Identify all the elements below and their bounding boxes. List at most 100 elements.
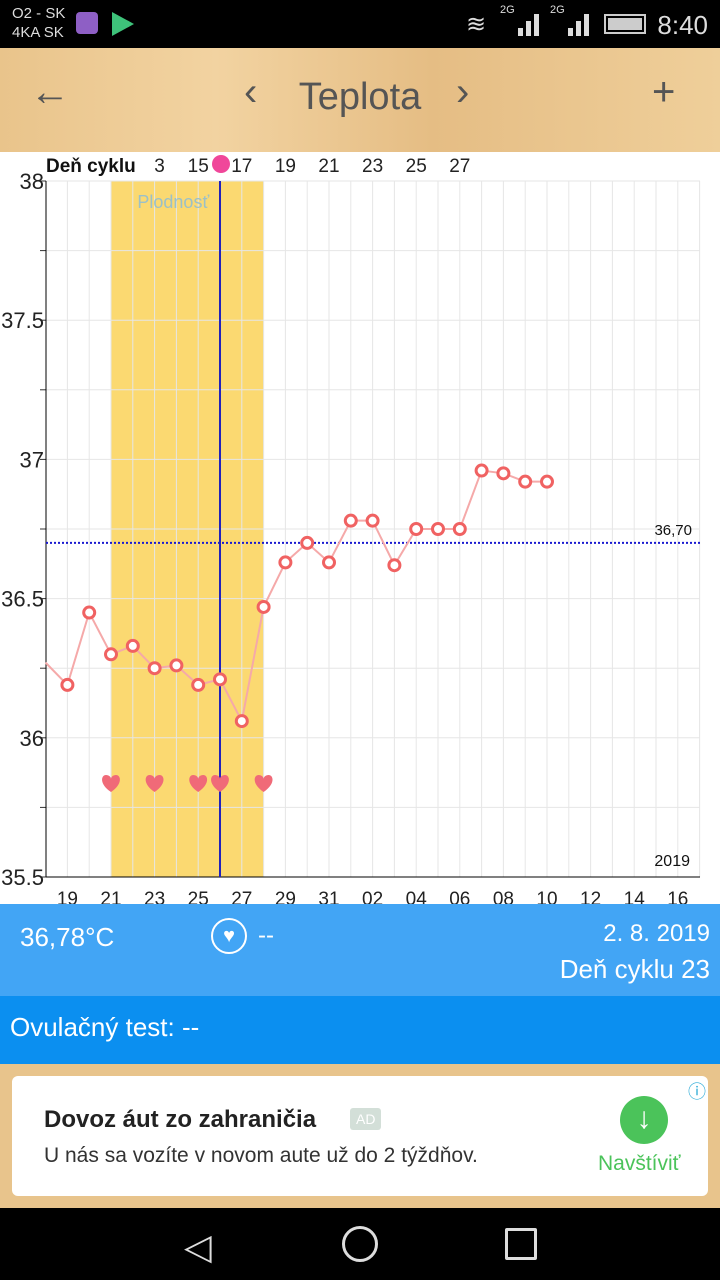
x-tick-label: 08 (493, 889, 514, 904)
heart-icon (189, 775, 208, 792)
ovulation-marker (212, 155, 230, 173)
temperature-point (147, 661, 162, 676)
heart-icon (102, 775, 120, 792)
play-store-icon (112, 12, 134, 36)
coverline-label: 36,70 (654, 522, 692, 539)
recents-icon[interactable] (505, 1228, 537, 1260)
x-tick-label: 06 (449, 889, 470, 904)
cycle-day-axis-label: Deň cyklu (46, 156, 136, 177)
temperature-point (409, 522, 424, 536)
x-tick-label: 16 (667, 889, 688, 904)
temperature-point (169, 658, 184, 673)
ad-title[interactable]: Dovoz áut zo zahraničia (44, 1106, 317, 1133)
temperature-point (256, 599, 271, 614)
page-title: Teplota (298, 76, 422, 118)
temperature-point (322, 555, 336, 570)
temperature-point (518, 474, 533, 489)
ad-text: U nás sa vozíte v novom aute už do 2 týž… (44, 1144, 478, 1167)
temperature-point (540, 474, 554, 489)
cycle-day-label: 23 (362, 156, 383, 177)
fertile-label: Plodnosť (137, 192, 209, 212)
temperature-value: 36,78°C (20, 922, 115, 952)
nav-bar: ◁ (0, 1208, 720, 1280)
y-tick-label: 36 (20, 726, 44, 751)
previous-button[interactable]: ‹ (244, 70, 258, 114)
back-nav-icon[interactable]: ◁ (184, 1226, 212, 1267)
year-label: 2019 (654, 853, 690, 870)
y-tick-label: 37 (20, 447, 44, 472)
x-tick-label: 04 (406, 889, 428, 904)
temperature-point (474, 463, 489, 478)
wifi-icon: ≋ (466, 11, 487, 38)
heart-value: -- (258, 922, 274, 949)
temperature-point (234, 714, 249, 729)
home-icon[interactable] (342, 1226, 378, 1262)
temperature-point (496, 466, 511, 481)
cycle-day-label: 15 (188, 156, 209, 177)
gallery-icon (76, 12, 98, 34)
add-button[interactable]: + (652, 70, 676, 114)
network-2: 2G (550, 4, 565, 16)
x-tick-label: 21 (100, 889, 121, 904)
x-tick-label: 29 (275, 889, 296, 904)
clock: 8:40 (657, 10, 708, 40)
cycle-day: Deň cyklu 23 (559, 954, 710, 984)
temperature-point (365, 513, 380, 528)
temperature-point (387, 558, 402, 573)
cycle-day-label: 27 (449, 156, 470, 177)
download-icon[interactable]: ↓ (620, 1096, 668, 1144)
cycle-day-label: 17 (231, 156, 252, 177)
x-tick-label: 31 (318, 889, 339, 904)
back-arrow-icon[interactable]: ← (30, 70, 70, 114)
cycle-day-label: 19 (275, 156, 296, 177)
heart-icon (211, 775, 229, 792)
cycle-day-label: 3 (154, 156, 165, 177)
carrier-1: O2 - SK (12, 5, 66, 22)
cycle-day-label: 21 (318, 156, 339, 177)
heart-icon (254, 775, 273, 792)
heart-icon (145, 775, 164, 792)
x-tick-label: 12 (580, 889, 601, 904)
x-tick-label: 19 (57, 889, 78, 904)
carrier-2: 4KA SK (12, 24, 64, 41)
x-tick-label: 14 (624, 889, 646, 904)
y-tick-label: 38 (20, 169, 44, 194)
ad-banner[interactable]: Dovoz áut zo zahraničia AD U nás sa vozí… (12, 1076, 708, 1196)
y-tick-label: 37.5 (1, 308, 44, 333)
adchoices-icon[interactable]: ⓘ (688, 1082, 706, 1102)
info-panel: 36,78°C ♥ -- 2. 8. 2019 Deň cyklu 23 (0, 904, 720, 996)
y-tick-label: 36.5 (1, 587, 44, 612)
temperature-point (191, 677, 206, 692)
x-tick-label: 02 (362, 889, 383, 904)
x-tick-label: 23 (144, 889, 165, 904)
next-button[interactable]: › (456, 70, 470, 114)
temperature-point (343, 513, 358, 528)
battery-icon (604, 14, 646, 34)
x-tick-label: 27 (231, 889, 252, 904)
temperature-point (300, 535, 315, 550)
temperature-chart[interactable]: Plodnosť 38 37.5 37 36.5 36 35.5 19 21 23 25 27 29 31… (0, 152, 720, 910)
carrier: O2 - SK 4KA SK (12, 4, 65, 42)
network-1: 2G (500, 4, 515, 16)
signal-icon (518, 14, 540, 36)
temperature-point (104, 647, 118, 662)
signal-icon-2 (568, 14, 590, 36)
temperature-point (452, 522, 467, 536)
visit-button[interactable]: Navštíviť (598, 1152, 681, 1175)
x-tick-label: 25 (188, 889, 209, 904)
temperature-point (125, 638, 140, 653)
y-tick-label: 35.5 (1, 865, 44, 890)
toolbar: ← Teplota ‹ › + (0, 48, 720, 152)
temperature-point (278, 555, 293, 570)
temperature-point (82, 605, 97, 620)
temperature-point (213, 672, 227, 687)
temperature-point (431, 522, 445, 536)
temperature-point (60, 677, 75, 692)
status-bar: O2 - SK 4KA SK ≋ 2G 2G 8:40 (0, 0, 720, 48)
ovulation-test[interactable]: Ovulačný test: -- (0, 996, 720, 1064)
date: 2. 8. 2019 (603, 920, 710, 947)
x-tick-label: 10 (536, 889, 557, 904)
heart-icon[interactable]: ♥ (211, 918, 247, 954)
ad-badge: AD (350, 1108, 382, 1130)
